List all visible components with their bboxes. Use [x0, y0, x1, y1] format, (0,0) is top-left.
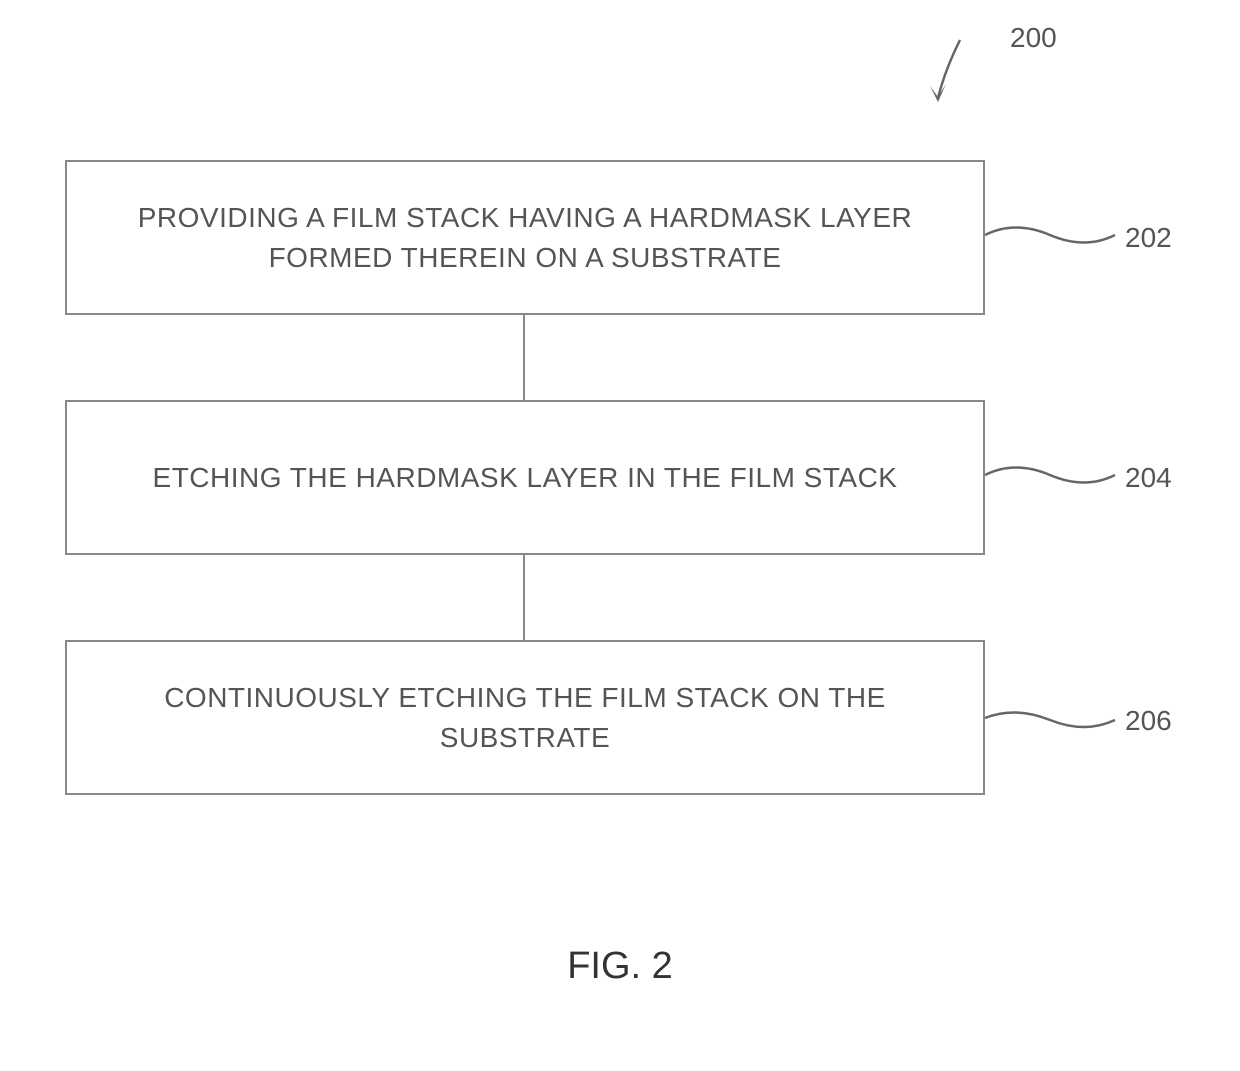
connector-202-204: [523, 315, 525, 400]
reference-label-206: 206: [1125, 705, 1172, 737]
flow-box-text-204: ETCHING THE HARDMASK LAYER IN THE FILM S…: [153, 458, 898, 497]
flow-box-202: PROVIDING A FILM STACK HAVING A HARDMASK…: [65, 160, 985, 315]
reference-label-202: 202: [1125, 222, 1172, 254]
flow-box-204: ETCHING THE HARDMASK LAYER IN THE FILM S…: [65, 400, 985, 555]
tilde-connector-206: [985, 718, 1125, 748]
flow-box-206: CONTINUOUSLY ETCHING THE FILM STACK ON T…: [65, 640, 985, 795]
tilde-connector-202: [985, 235, 1125, 265]
reference-label-200: 200: [1010, 22, 1057, 54]
flow-box-text-202: PROVIDING A FILM STACK HAVING A HARDMASK…: [107, 198, 943, 276]
figure-caption: FIG. 2: [0, 945, 1240, 988]
tilde-connector-204: [985, 475, 1125, 505]
flowchart-diagram: 200 PROVIDING A FILM STACK HAVING A HARD…: [0, 0, 1240, 1071]
reference-label-204: 204: [1125, 462, 1172, 494]
flow-box-text-206: CONTINUOUSLY ETCHING THE FILM STACK ON T…: [107, 678, 943, 756]
connector-204-206: [523, 555, 525, 640]
